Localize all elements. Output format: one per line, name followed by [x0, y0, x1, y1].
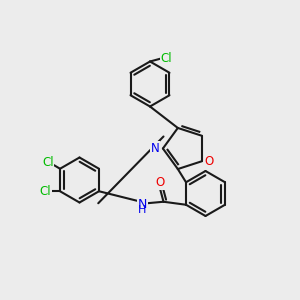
Text: N: N: [151, 142, 160, 155]
Text: H: H: [138, 205, 146, 215]
Text: N: N: [137, 198, 147, 211]
Text: Cl: Cl: [161, 52, 172, 65]
Text: O: O: [205, 155, 214, 168]
Text: Cl: Cl: [42, 156, 54, 169]
Text: Cl: Cl: [40, 185, 51, 198]
Text: O: O: [155, 176, 164, 189]
